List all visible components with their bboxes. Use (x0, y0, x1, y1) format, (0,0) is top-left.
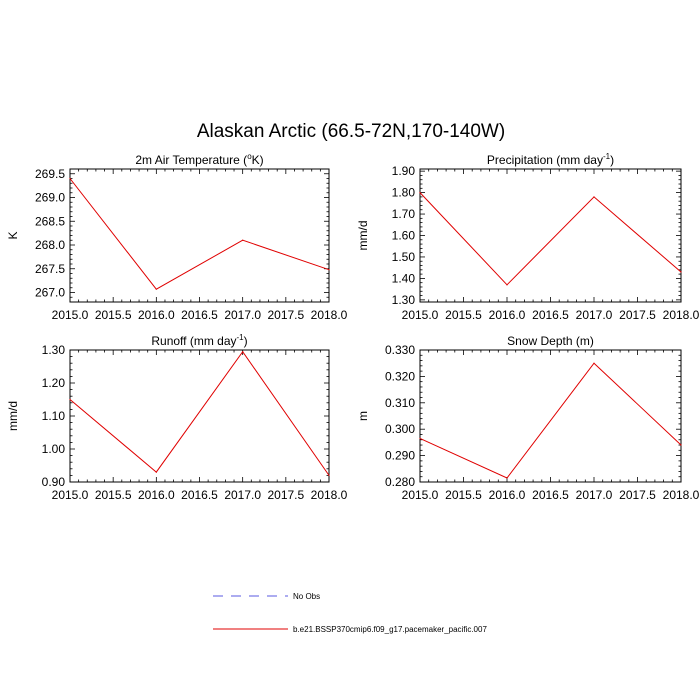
y-tick-label: 1.80 (392, 186, 416, 200)
x-tick-label: 2016.0 (489, 308, 526, 322)
legend: No Obs b.e21.BSSP370cmip6.f09_g17.pacema… (213, 592, 487, 634)
data-point (155, 471, 157, 473)
panels: 2m Air Temperature (oK) 2015.0 2015.5 2016.… (6, 152, 700, 502)
x-tick-label: 2017.0 (224, 308, 261, 322)
x-tick-label: 2017.0 (576, 308, 613, 322)
panel-3: Runoff (mm day-1) 2015.0 2015.5 2016.0 2016.… (6, 333, 348, 502)
y-tick-label: 1.90 (392, 164, 416, 178)
y-tick-label: 1.20 (42, 376, 66, 390)
data-point (69, 177, 71, 180)
y-tick-label: 1.70 (392, 207, 416, 221)
y-tick-label: 1.30 (392, 293, 416, 307)
series-line (69, 178, 330, 290)
x-tick-label: 2018.0 (663, 308, 700, 322)
x-tick-label: 2016.0 (138, 308, 175, 322)
series-line (419, 192, 682, 286)
y-axis-label: mm/d (6, 401, 20, 431)
x-tick-label: 2015.5 (445, 488, 482, 502)
y-tick-label: 0.90 (42, 475, 66, 489)
y-tick-label: 0.280 (385, 475, 415, 489)
x-tick-label: 2015.0 (52, 488, 89, 502)
data-point (328, 269, 330, 271)
y-tick-label: 0.300 (385, 422, 415, 436)
y-axis-label: K (6, 231, 20, 239)
y-tick-label: 1.60 (392, 229, 416, 243)
x-tick-label: 2015.0 (402, 308, 439, 322)
x-tick-label: 2017.0 (224, 488, 261, 502)
y-tick-label: 1.10 (42, 409, 66, 423)
data-point (242, 239, 244, 241)
data-point (328, 474, 330, 476)
y-axis-label: m (356, 411, 370, 421)
y-tick-label: 1.00 (42, 442, 66, 456)
legend-label-no-obs: No Obs (293, 592, 320, 601)
panel-title: Snow Depth (m) (507, 334, 594, 348)
data-point (69, 398, 71, 401)
y-tick-label: 0.290 (385, 449, 415, 463)
x-tick-label: 2015.5 (95, 488, 132, 502)
series-line (419, 362, 682, 479)
y-tick-label: 267.0 (35, 286, 65, 300)
panel-2: Precipitation (mm day-1) 2015.0 2015.5 2016… (356, 152, 700, 322)
x-tick-label: 2018.0 (663, 488, 700, 502)
panel-title: Runoff (mm day-1) (151, 333, 247, 348)
x-tick-label: 2017.5 (619, 488, 656, 502)
data-point (155, 288, 157, 290)
x-tick-label: 2016.5 (532, 308, 569, 322)
y-tick-label: 268.0 (35, 238, 65, 252)
panel-title: Precipitation (mm day-1) (487, 152, 614, 167)
y-tick-label: 1.40 (392, 271, 416, 285)
y-tick-label: 269.5 (35, 167, 65, 181)
y-tick-label: 269.0 (35, 191, 65, 205)
x-tick-label: 2015.5 (445, 308, 482, 322)
panel-frame (419, 349, 682, 483)
y-tick-label: 267.5 (35, 262, 65, 276)
y-tick-label: 268.5 (35, 214, 65, 228)
panel-frame (69, 168, 330, 303)
x-tick-label: 2016.5 (181, 308, 218, 322)
x-tick-label: 2016.5 (181, 488, 218, 502)
data-point (419, 437, 421, 440)
x-tick-label: 2015.0 (402, 488, 439, 502)
data-point (506, 477, 508, 479)
data-point (506, 284, 508, 286)
data-point (242, 351, 244, 353)
legend-label-model: b.e21.BSSP370cmip6.f09_g17.pacemaker_pac… (293, 625, 487, 634)
data-point (593, 362, 595, 364)
x-tick-label: 2016.5 (532, 488, 569, 502)
data-point (680, 444, 682, 446)
series-line (69, 350, 330, 476)
data-point (419, 191, 421, 194)
y-tick-label: 0.310 (385, 396, 415, 410)
y-tick-label: 1.30 (42, 343, 66, 357)
panel-frame (69, 349, 330, 483)
x-tick-label: 2018.0 (311, 488, 348, 502)
x-tick-label: 2015.0 (52, 308, 89, 322)
x-tick-label: 2016.0 (138, 488, 175, 502)
figure-title: Alaskan Arctic (66.5-72N,170-140W) (197, 121, 505, 142)
x-tick-label: 2017.5 (267, 308, 304, 322)
x-tick-label: 2017.5 (267, 488, 304, 502)
y-tick-label: 0.320 (385, 369, 415, 383)
data-point (680, 271, 682, 273)
panel-frame (419, 168, 682, 303)
x-tick-label: 2017.5 (619, 308, 656, 322)
data-point (593, 196, 595, 198)
x-tick-label: 2018.0 (311, 308, 348, 322)
x-tick-label: 2017.0 (576, 488, 613, 502)
panel-4: Snow Depth (m) 2015.0 2015.5 2016.0 2016.5 20… (356, 334, 700, 502)
panel-title: 2m Air Temperature (oK) (135, 152, 263, 167)
y-axis-label: mm/d (356, 221, 370, 251)
y-tick-label: 0.330 (385, 343, 415, 357)
x-tick-label: 2016.0 (489, 488, 526, 502)
panel-1: 2m Air Temperature (oK) 2015.0 2015.5 2016.… (6, 152, 348, 322)
x-tick-label: 2015.5 (95, 308, 132, 322)
y-tick-label: 1.50 (392, 250, 416, 264)
